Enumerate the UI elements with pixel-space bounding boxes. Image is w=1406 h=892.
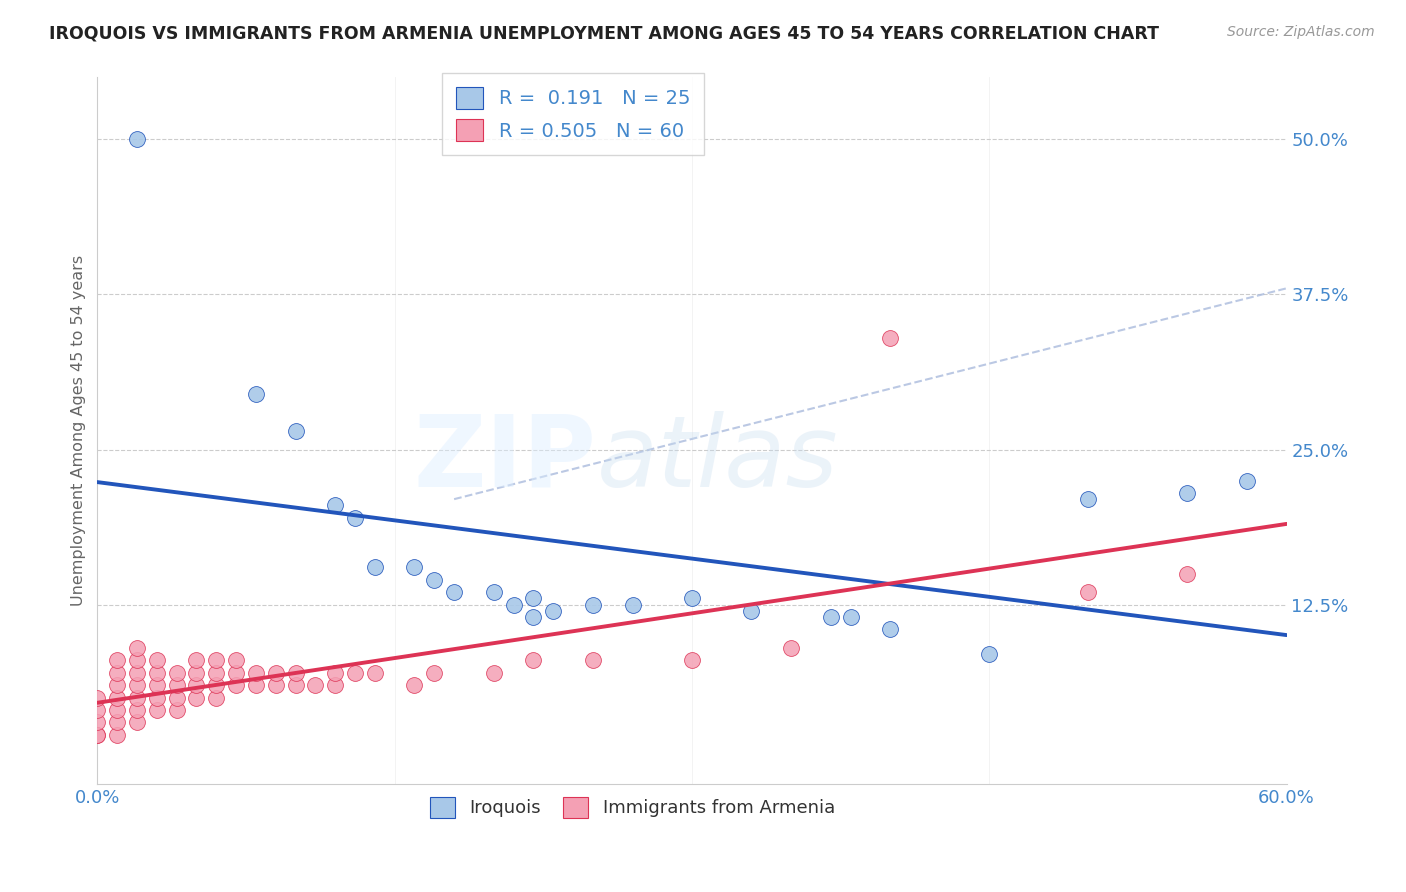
Point <box>86 728 108 742</box>
Legend: Iroquois, Immigrants from Armenia: Iroquois, Immigrants from Armenia <box>423 789 842 825</box>
Point <box>205 653 228 667</box>
Point <box>879 331 901 345</box>
Point <box>166 703 188 717</box>
Point <box>344 510 367 524</box>
Text: ZIP: ZIP <box>413 410 596 508</box>
Point <box>146 665 169 680</box>
Point <box>146 678 169 692</box>
Point <box>186 653 208 667</box>
Point <box>245 678 267 692</box>
Point <box>125 703 148 717</box>
Point <box>105 728 128 742</box>
Point <box>225 665 247 680</box>
Point <box>482 585 505 599</box>
Point <box>264 665 287 680</box>
Point <box>1077 585 1099 599</box>
Point <box>105 690 128 705</box>
Point <box>105 678 128 692</box>
Point <box>105 653 128 667</box>
Point <box>105 703 128 717</box>
Point <box>125 678 148 692</box>
Point <box>166 690 188 705</box>
Point <box>1077 492 1099 507</box>
Point <box>125 640 148 655</box>
Point <box>86 715 108 730</box>
Point <box>482 665 505 680</box>
Point <box>86 690 108 705</box>
Point <box>443 585 465 599</box>
Point <box>125 665 148 680</box>
Y-axis label: Unemployment Among Ages 45 to 54 years: Unemployment Among Ages 45 to 54 years <box>72 255 86 607</box>
Point <box>146 653 169 667</box>
Point <box>423 573 446 587</box>
Point <box>166 678 188 692</box>
Point <box>541 604 564 618</box>
Point <box>125 715 148 730</box>
Point <box>681 653 703 667</box>
Point <box>344 665 367 680</box>
Point <box>582 653 605 667</box>
Point <box>820 610 842 624</box>
Point <box>304 678 326 692</box>
Point <box>125 132 148 146</box>
Point <box>225 678 247 692</box>
Point <box>1236 474 1258 488</box>
Point <box>621 598 644 612</box>
Point <box>186 665 208 680</box>
Point <box>125 690 148 705</box>
Point <box>1177 486 1199 500</box>
Point <box>105 665 128 680</box>
Point <box>740 604 762 618</box>
Point <box>879 623 901 637</box>
Point <box>264 678 287 692</box>
Point <box>205 665 228 680</box>
Point <box>86 728 108 742</box>
Text: Source: ZipAtlas.com: Source: ZipAtlas.com <box>1227 25 1375 39</box>
Point <box>979 647 1001 661</box>
Point <box>404 560 426 574</box>
Point <box>780 640 803 655</box>
Point <box>522 591 544 606</box>
Point <box>502 598 524 612</box>
Point <box>323 499 346 513</box>
Point <box>86 703 108 717</box>
Point <box>423 665 446 680</box>
Point <box>522 653 544 667</box>
Point <box>146 690 169 705</box>
Point <box>364 560 387 574</box>
Point <box>681 591 703 606</box>
Point <box>105 715 128 730</box>
Point <box>284 665 307 680</box>
Point <box>186 678 208 692</box>
Point <box>166 665 188 680</box>
Point <box>186 690 208 705</box>
Point <box>582 598 605 612</box>
Point <box>225 653 247 667</box>
Point <box>125 653 148 667</box>
Text: atlas: atlas <box>596 410 838 508</box>
Point <box>404 678 426 692</box>
Point <box>205 690 228 705</box>
Point <box>522 610 544 624</box>
Point <box>323 665 346 680</box>
Point <box>284 424 307 438</box>
Point <box>146 703 169 717</box>
Point <box>839 610 862 624</box>
Point <box>284 678 307 692</box>
Point <box>245 386 267 401</box>
Text: IROQUOIS VS IMMIGRANTS FROM ARMENIA UNEMPLOYMENT AMONG AGES 45 TO 54 YEARS CORRE: IROQUOIS VS IMMIGRANTS FROM ARMENIA UNEM… <box>49 25 1159 43</box>
Point <box>245 665 267 680</box>
Point <box>1177 566 1199 581</box>
Point <box>205 678 228 692</box>
Point <box>364 665 387 680</box>
Point <box>323 678 346 692</box>
